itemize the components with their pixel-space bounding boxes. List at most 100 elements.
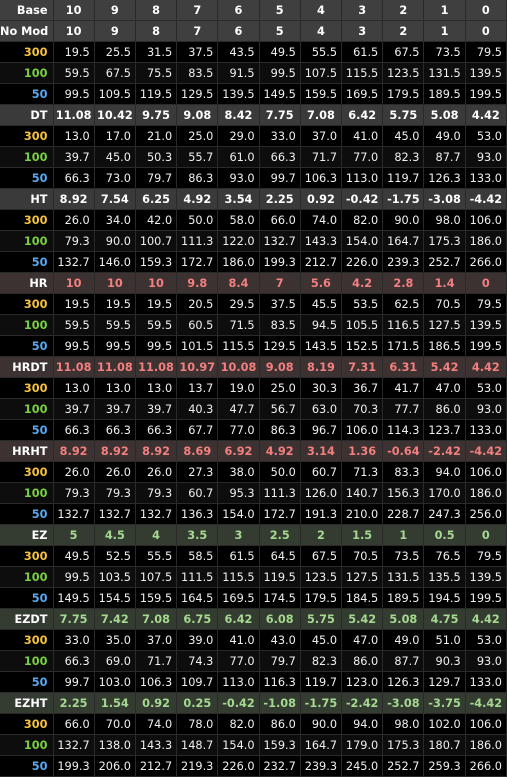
mod-value: 5.42: [423, 356, 466, 378]
table-cell: 71.5: [217, 314, 260, 336]
table-cell: 25.0: [259, 377, 301, 399]
table-cell: 256.0: [465, 503, 507, 525]
table-row: 300 13.0 13.0 13.0 13.7 19.0 25.0 30.3 36.7 41.7 4…: [0, 377, 507, 399]
table-cell: 252.7: [423, 251, 466, 273]
table-cell: 212.7: [135, 755, 178, 777]
mod-value: 10: [135, 272, 178, 294]
table-cell: 239.3: [300, 755, 343, 777]
header-row: No Mod 10 9 8 7 6 5 4 3 2 1 0: [0, 20, 507, 42]
mod-label: HR: [0, 272, 54, 294]
table-cell: 138.0: [94, 734, 136, 756]
table-cell: 59.5: [53, 62, 95, 84]
mod-value: -3.08: [382, 692, 425, 714]
mod-value: 4.42: [465, 356, 507, 378]
table-cell: 51.0: [423, 629, 466, 651]
table-cell: 99.5: [53, 335, 95, 357]
table-cell: 266.0: [465, 251, 507, 273]
table-row: 100 79.3 90.0 100.7 111.3 122.0 132.7 143.3 154.…: [0, 230, 507, 252]
table-cell: 91.5: [217, 62, 260, 84]
mod-value: 7.08: [135, 608, 178, 630]
mod-value: -1.08: [259, 692, 301, 714]
table-cell: 90.0: [300, 713, 343, 735]
header-cell: 7: [176, 0, 219, 21]
table-cell: 20.5: [176, 293, 219, 315]
table-cell: 212.7: [300, 251, 343, 273]
table-cell: 71.7: [300, 146, 343, 168]
table-cell: 132.7: [135, 503, 178, 525]
table-row: 300 26.0 26.0 26.0 27.3 38.0 50.0 60.7 71.3 83.3 9…: [0, 461, 507, 483]
table-cell: 146.0: [94, 251, 136, 273]
table-cell: 55.5: [300, 41, 343, 63]
bpm-label: 300: [0, 461, 54, 483]
table-cell: 156.3: [382, 482, 425, 504]
table-cell: 59.5: [135, 314, 178, 336]
mod-row: HRDT 11.08 11.08 11.08 10.97 10.08 9.08 8.19 7.3…: [0, 356, 507, 378]
mod-value: 11.08: [94, 356, 136, 378]
table-cell: 59.5: [94, 314, 136, 336]
table-cell: 71.7: [135, 650, 178, 672]
table-cell: 127.5: [341, 566, 384, 588]
table-cell: 13.0: [53, 377, 95, 399]
table-cell: 132.7: [53, 734, 95, 756]
mod-value: 2: [300, 524, 343, 546]
table-cell: 37.5: [176, 41, 219, 63]
table-cell: 75.5: [135, 62, 178, 84]
bpm-label: 300: [0, 293, 54, 315]
table-cell: 13.7: [176, 377, 219, 399]
table-cell: 25.5: [94, 41, 136, 63]
table-cell: 13.0: [94, 377, 136, 399]
table-cell: 52.5: [94, 545, 136, 567]
header-cell: 10: [53, 0, 95, 21]
mod-value: 1.4: [423, 272, 466, 294]
table-cell: 79.7: [135, 167, 178, 189]
table-cell: 58.0: [217, 209, 260, 231]
table-cell: 27.3: [176, 461, 219, 483]
table-cell: 175.3: [423, 230, 466, 252]
mod-value: 9.08: [176, 104, 219, 126]
table-row: 100 132.7 138.0 143.3 148.7 154.0 159.3 164.7 17…: [0, 734, 507, 756]
mod-value: -3.08: [423, 188, 466, 210]
table-row: 50 66.3 66.3 66.3 67.7 77.0 86.3 96.7 106.0 114.3…: [0, 419, 507, 441]
table-cell: 45.0: [382, 125, 425, 147]
mod-value: 1.36: [341, 440, 384, 462]
table-cell: 87.7: [423, 146, 466, 168]
table-row: 100 79.3 79.3 79.3 60.7 95.3 111.3 126.0 140.7 15…: [0, 482, 507, 504]
header-cell: 1: [423, 20, 466, 42]
table-cell: 143.5: [300, 335, 343, 357]
table-cell: 247.3: [423, 503, 466, 525]
mod-value: 8.92: [53, 440, 95, 462]
mod-value: 5.75: [382, 104, 425, 126]
table-row: 50 66.3 73.0 79.7 86.3 93.0 99.7 106.3 113.0 119.…: [0, 167, 507, 189]
table-cell: 95.3: [217, 482, 260, 504]
table-cell: 111.3: [176, 230, 219, 252]
table-cell: 73.5: [423, 41, 466, 63]
table-cell: 159.3: [135, 251, 178, 273]
table-cell: 199.3: [259, 251, 301, 273]
mod-value: 5.75: [300, 608, 343, 630]
table-cell: 101.5: [176, 335, 219, 357]
bpm-label: 100: [0, 482, 54, 504]
table-cell: 79.5: [465, 41, 507, 63]
table-cell: 86.0: [341, 650, 384, 672]
table-cell: 123.5: [382, 62, 425, 84]
table-cell: 47.7: [217, 398, 260, 420]
mod-value: 5.42: [341, 608, 384, 630]
table-cell: 113.0: [341, 167, 384, 189]
bpm-label: 50: [0, 419, 54, 441]
table-cell: 82.0: [341, 209, 384, 231]
table-cell: 133.0: [465, 671, 507, 693]
table-cell: 39.7: [53, 398, 95, 420]
header-cell: 5: [259, 20, 301, 42]
mod-value: 7.08: [300, 104, 343, 126]
bpm-label: 50: [0, 83, 54, 105]
header-cell: 0: [465, 0, 507, 21]
table-row: 50 99.5 99.5 99.5 101.5 115.5 129.5 143.5 152.5 1…: [0, 335, 507, 357]
mod-value: 7.31: [341, 356, 384, 378]
table-cell: 60.7: [176, 482, 219, 504]
mod-value: 3.14: [300, 440, 343, 462]
mod-value: 4.5: [94, 524, 136, 546]
table-cell: 129.5: [259, 335, 301, 357]
table-row: 100 39.7 39.7 39.7 40.3 47.7 56.7 63.0 70.3 77.7 8…: [0, 398, 507, 420]
table-cell: 29.0: [217, 125, 260, 147]
table-cell: 50.3: [135, 146, 178, 168]
